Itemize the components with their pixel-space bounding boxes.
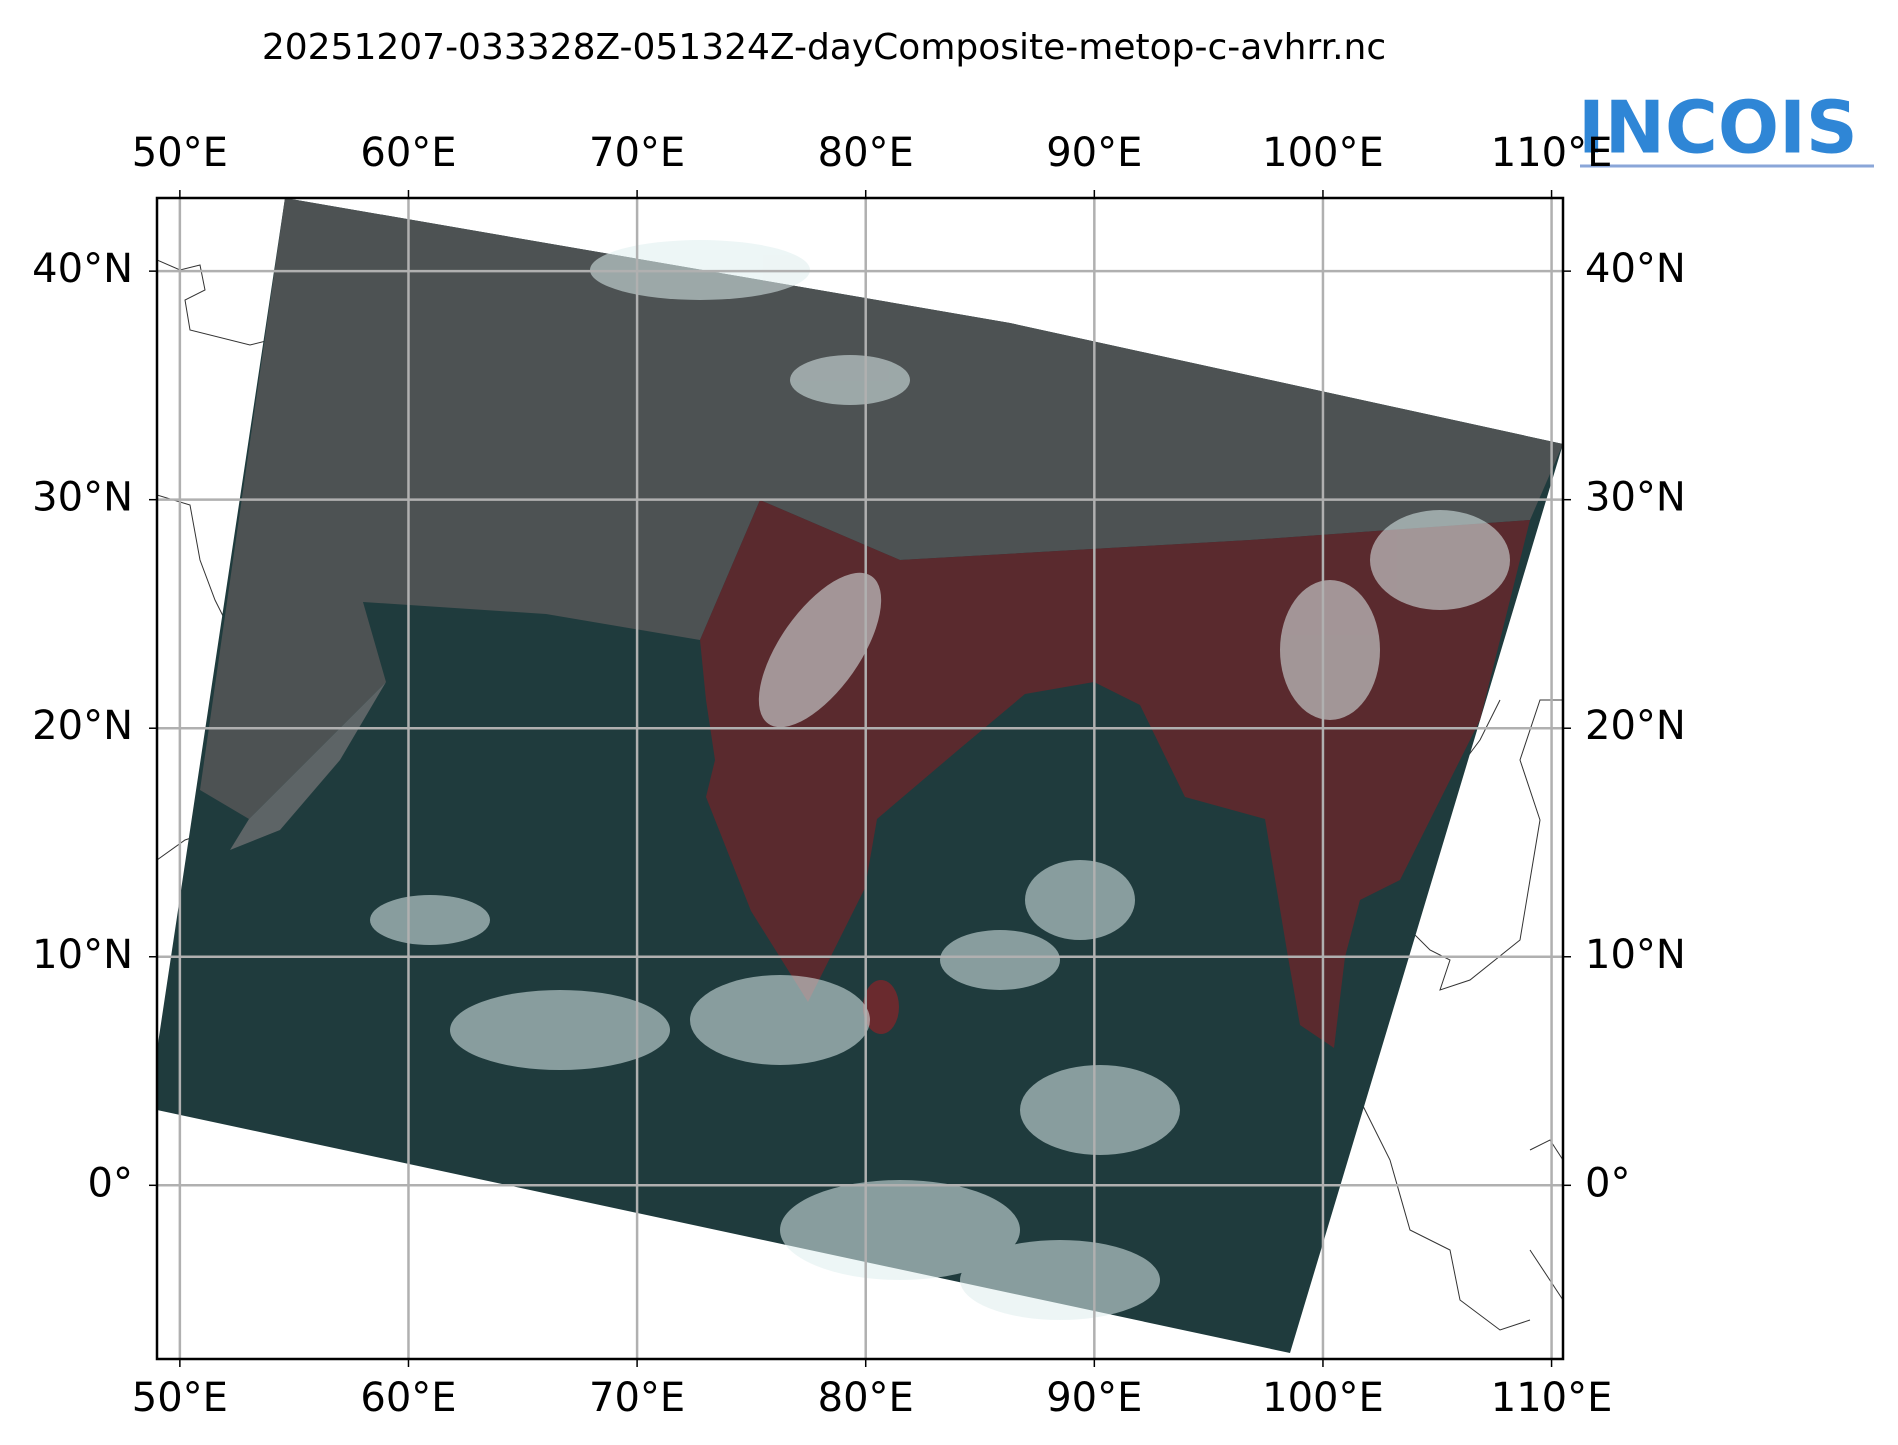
clouds [370, 240, 1510, 1320]
y-tick-label-left: 20°N [32, 703, 133, 749]
y-tick-label-left: 10°N [32, 932, 133, 978]
x-tick-label-bottom: 90°E [1046, 1375, 1142, 1421]
y-tick-label-right: 0° [1585, 1160, 1630, 1206]
x-tick-label-bottom: 80°E [818, 1375, 914, 1421]
x-tick-label-bottom: 70°E [589, 1375, 685, 1421]
x-tick-label-top: 100°E [1262, 130, 1384, 176]
x-tick-label-top: 50°E [132, 130, 228, 176]
y-tick-label-left: 40°N [32, 246, 133, 292]
y-tick-label-right: 30°N [1585, 475, 1686, 521]
land-north [200, 198, 1563, 819]
x-tick-label-bottom: 60°E [360, 1375, 456, 1421]
x-tick-label-top: 110°E [1491, 130, 1613, 176]
y-tick-label-left: 0° [88, 1160, 133, 1206]
logo: INCOIS [1578, 86, 1858, 170]
y-tick-label-right: 40°N [1585, 246, 1686, 292]
coastline [157, 259, 1563, 1331]
x-tick-label-bottom: 100°E [1262, 1375, 1384, 1421]
map-frame [155, 196, 1565, 1361]
x-tick-label-top: 60°E [360, 130, 456, 176]
x-tick-label-bottom: 50°E [132, 1375, 228, 1421]
grid [157, 198, 1563, 1359]
map-area [157, 198, 1563, 1359]
x-tick-label-bottom: 110°E [1491, 1375, 1613, 1421]
x-tick-label-top: 90°E [1046, 130, 1142, 176]
y-tick-label-right: 20°N [1585, 703, 1686, 749]
y-tick-label-left: 30°N [32, 475, 133, 521]
x-tick-label-top: 70°E [589, 130, 685, 176]
x-tick-label-top: 80°E [818, 130, 914, 176]
y-tick-label-right: 10°N [1585, 932, 1686, 978]
land-arabia [230, 682, 386, 850]
map-title: 20251207-033328Z-051324Z-dayComposite-me… [262, 27, 1386, 68]
sri-lanka [863, 980, 899, 1034]
